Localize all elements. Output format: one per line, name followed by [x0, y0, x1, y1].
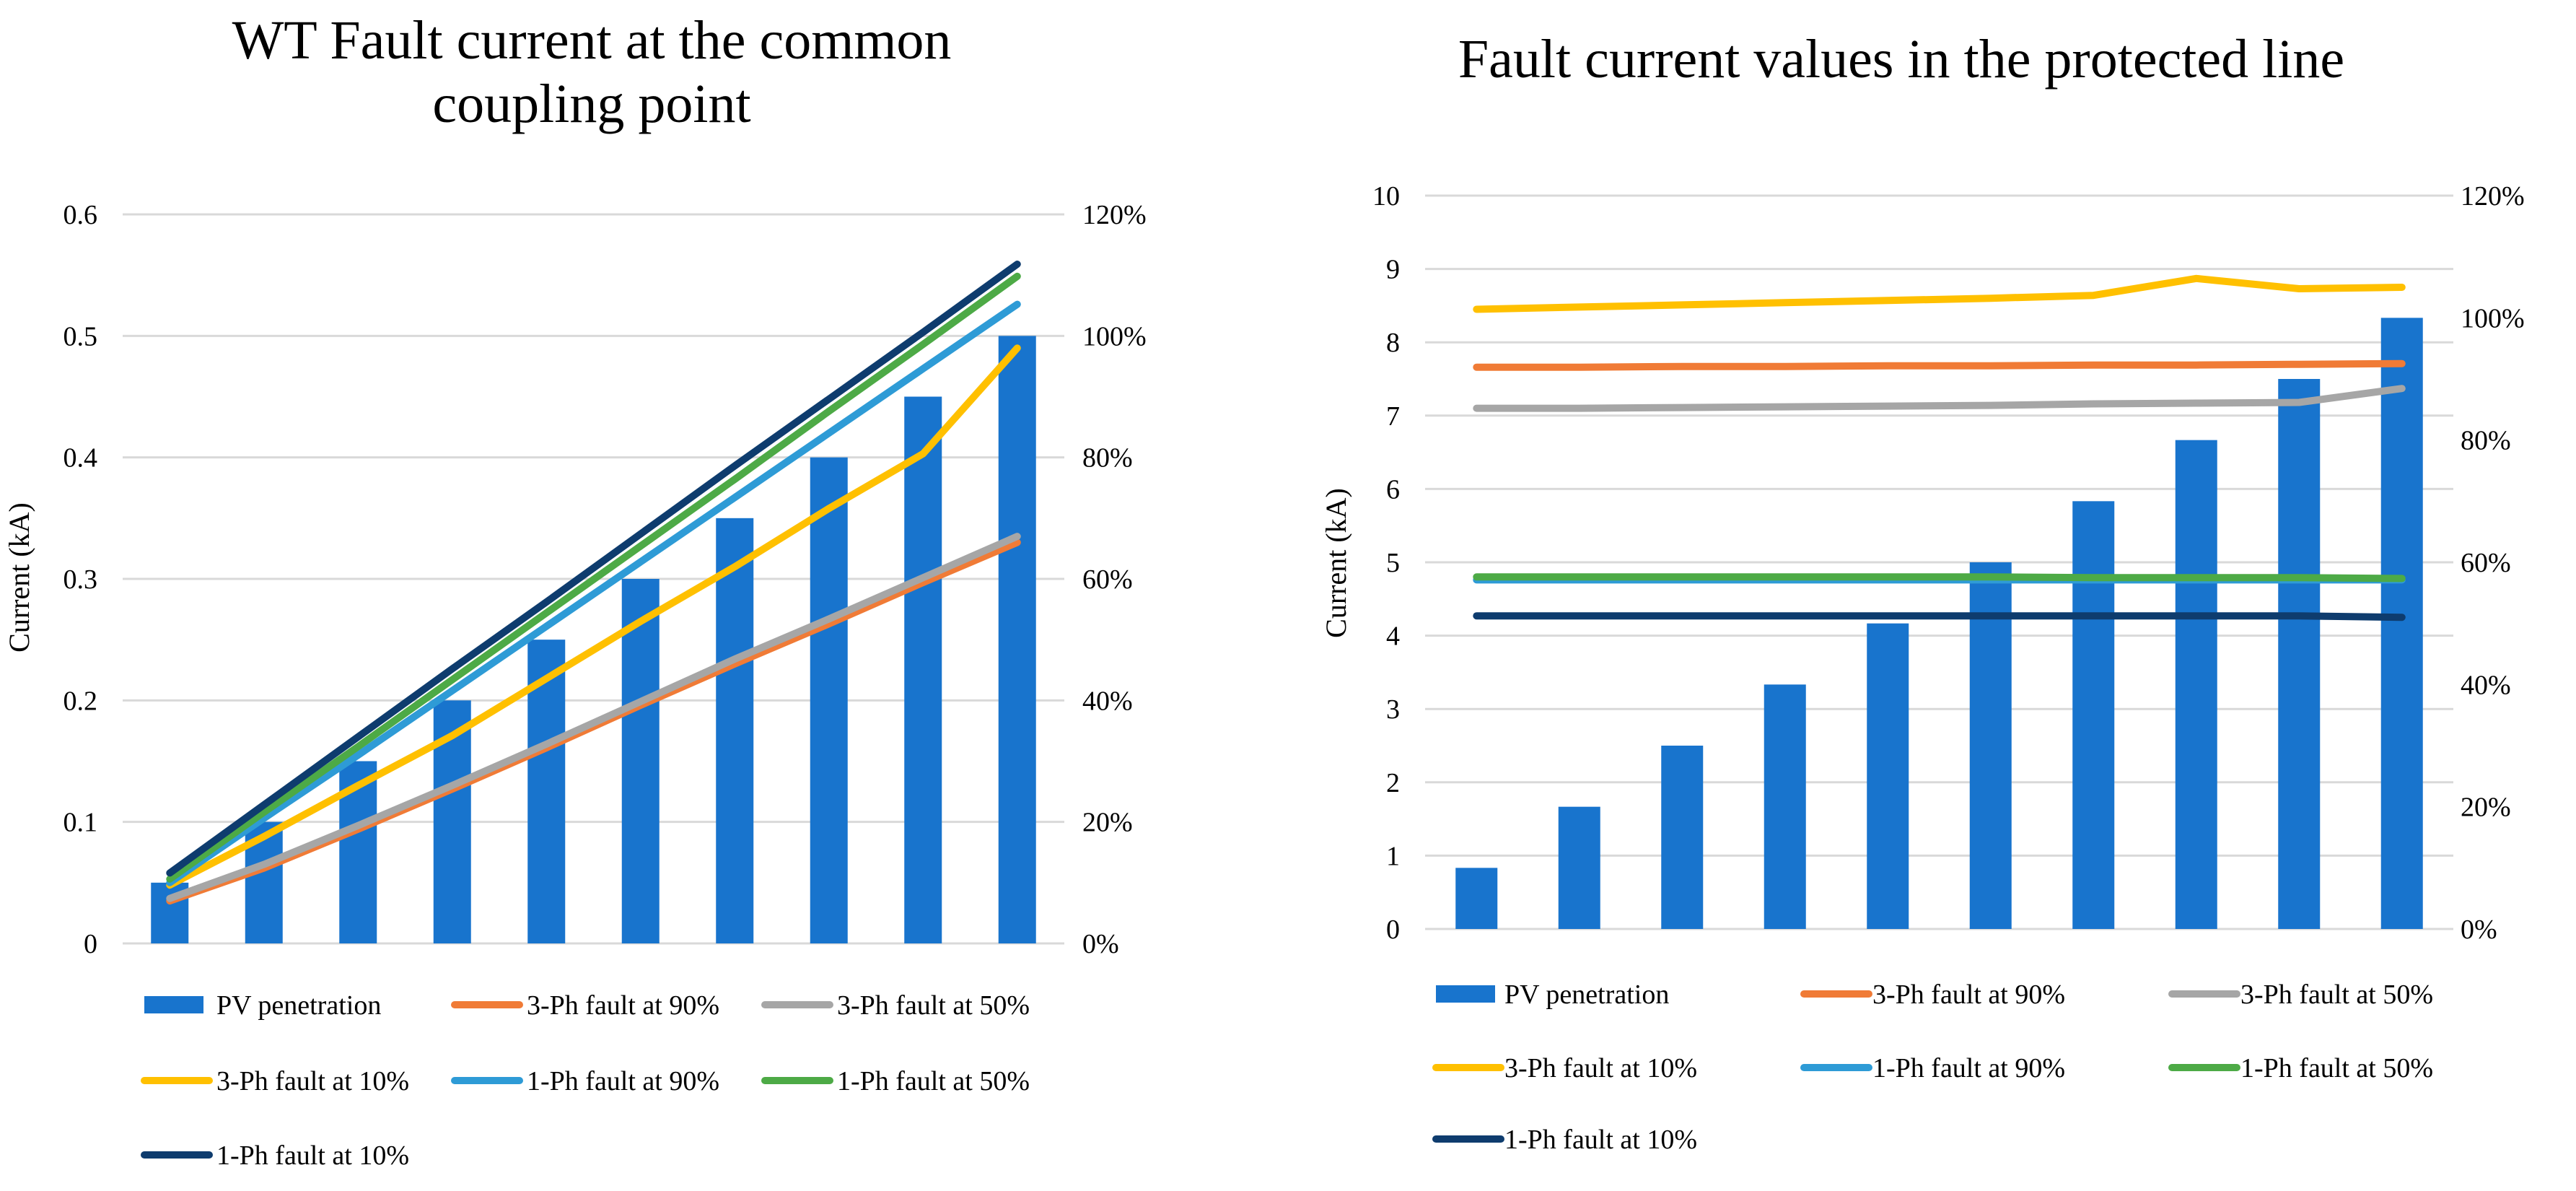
series-line-3-ph-fault-at-10-: [1473, 274, 2406, 313]
legend-label: 3-Ph fault at 50%: [2240, 980, 2433, 1010]
y-tick-label: 5: [1386, 548, 1400, 578]
y-tick-label: 0.5: [63, 321, 98, 352]
y-tick-label: 0.4: [63, 443, 98, 474]
series-line-1-ph-fault-at-50-: [166, 272, 1021, 883]
y2-tick-label: 20%: [2461, 793, 2511, 823]
legend-label: 3-Ph fault at 50%: [837, 990, 1030, 1021]
series-line-3-ph-fault-at-50-: [1473, 385, 2406, 412]
chart-wt-fault-current: WT Fault current at the common coupling …: [3, 10, 1147, 1171]
y2-tick-label: 80%: [1082, 443, 1133, 474]
y2-tick-label: 60%: [1082, 564, 1133, 595]
chart-title: Fault current values in the protected li…: [1458, 29, 2345, 90]
y2-tick-label: 0%: [2461, 915, 2497, 945]
chart-title: WT Fault current at the common coupling …: [232, 10, 952, 135]
y-tick-label: 7: [1386, 401, 1400, 432]
legend-label: 3-Ph fault at 10%: [1504, 1053, 1697, 1083]
bar: [1661, 746, 1704, 929]
legend-label: PV penetration: [1504, 980, 1669, 1010]
legend-label: 1-Ph fault at 10%: [1504, 1125, 1697, 1155]
bar: [2175, 440, 2217, 929]
bar: [1969, 562, 2012, 929]
legend-swatch: [144, 996, 203, 1013]
bar: [2072, 501, 2115, 929]
bar: [1867, 623, 1909, 929]
legend-label: 1-Ph fault at 90%: [527, 1066, 719, 1096]
bar: [1558, 806, 1600, 929]
bar: [1764, 684, 1806, 929]
legend-label: 3-Ph fault at 10%: [216, 1066, 409, 1096]
legend-label: PV penetration: [216, 990, 381, 1021]
y-tick-label: 2: [1386, 768, 1400, 798]
legend-label: 1-Ph fault at 10%: [216, 1140, 409, 1171]
y-tick-label: 3: [1386, 694, 1400, 725]
y-tick-label: 4: [1386, 621, 1400, 652]
series-line-1-ph-fault-at-90-: [166, 300, 1021, 886]
legend-label: 1-Ph fault at 50%: [837, 1066, 1030, 1096]
y2-tick-label: 120%: [1082, 200, 1147, 230]
legend-label: 1-Ph fault at 50%: [2240, 1053, 2433, 1083]
series-line-3-ph-fault-at-50-: [166, 533, 1021, 902]
y2-tick-label: 120%: [2461, 181, 2525, 211]
y-tick-label: 0: [84, 929, 97, 959]
y-tick-label: 1: [1386, 841, 1400, 871]
chart-canvas: 0 0.1 0.2 0.3 0.4 0.5 0.6 0% 20% 40% 60% 80% 100% 120…: [3, 200, 1147, 1171]
bar: [1455, 868, 1498, 929]
series-line-3-ph-fault-at-10-: [166, 344, 1021, 889]
y-tick-label: 8: [1386, 328, 1400, 358]
bar: [904, 396, 942, 943]
bar: [2278, 379, 2321, 929]
y-tick-label: 0.2: [63, 686, 98, 716]
y-tick-label: 9: [1386, 255, 1400, 285]
series-line-1-ph-fault-at-50-: [1473, 573, 2406, 583]
y2-tick-label: 20%: [1082, 808, 1133, 838]
y-tick-label: 0.3: [63, 564, 98, 595]
y2-tick-label: 100%: [1082, 321, 1147, 352]
legend-label: 3-Ph fault at 90%: [527, 990, 719, 1021]
y2-tick-label: 0%: [1082, 929, 1119, 959]
series-line-1-ph-fault-at-10-: [166, 261, 1021, 877]
series-line-1-ph-fault-at-10-: [1473, 612, 2406, 621]
y-tick-label: 0.1: [63, 808, 98, 838]
y-axis-label: Current (kA): [1320, 488, 1352, 638]
y2-tick-label: 100%: [2461, 303, 2525, 333]
y2-tick-label: 80%: [2461, 426, 2511, 456]
y2-tick-label: 60%: [2461, 548, 2511, 578]
bar: [621, 579, 660, 943]
y-tick-label: 10: [1372, 181, 1400, 211]
bar: [716, 518, 754, 943]
y2-tick-label: 40%: [2461, 670, 2511, 700]
chart-protected-line-fault-current: Fault current values in the protected li…: [1288, 0, 2576, 1191]
legend-label: 3-Ph fault at 90%: [1872, 980, 2065, 1010]
legend-swatch: [1436, 985, 1495, 1003]
bar: [810, 457, 848, 943]
y-tick-label: 6: [1386, 474, 1400, 505]
bar: [2380, 318, 2423, 929]
y-axis-label: Current (kA): [3, 502, 35, 653]
chart-canvas: 0123456789100%20%40%60%80%100%120%Curren…: [1320, 181, 2525, 1155]
bar: [998, 336, 1036, 943]
y-tick-label: 0: [1386, 915, 1400, 945]
y2-tick-label: 40%: [1082, 686, 1133, 716]
y-tick-label: 0.6: [63, 200, 98, 230]
series-line-3-ph-fault-at-90-: [1473, 359, 2406, 371]
legend-label: 1-Ph fault at 90%: [1872, 1053, 2065, 1083]
